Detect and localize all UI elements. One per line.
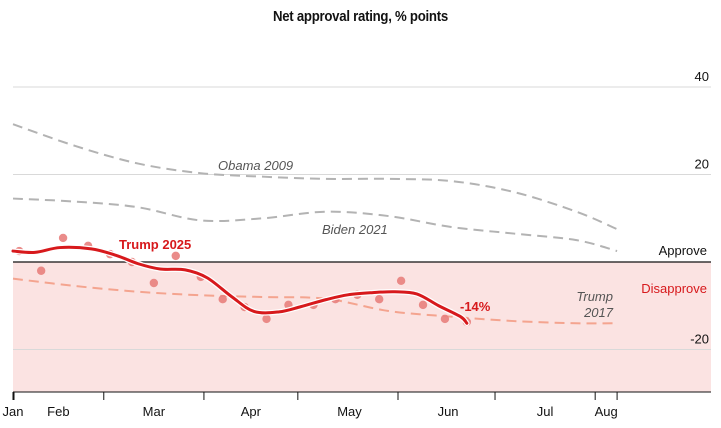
data-point [262,314,271,324]
x-tick-label: Jul [537,404,554,419]
gridlines [13,86,711,350]
y-tick-label: 20 [695,157,709,172]
series-line-obama-2009 [12,123,618,231]
approve-label: Approve [659,243,707,258]
chart-title: Net approval rating, % points [272,8,448,25]
data-point [36,266,46,275]
y-tick-label: -20 [690,332,709,347]
y-tick-label: 40 [695,69,709,84]
data-point [375,294,384,304]
x-tick-label: Feb [47,404,69,419]
x-tick-label: Jun [438,404,459,419]
trump-2025-end-label: -14% [460,299,491,314]
series-line-trump-2025 [11,245,469,325]
x-tick-label: Aug [595,404,618,419]
biden-2021-label: Biden 2021 [322,222,388,237]
data-point [440,314,450,324]
data-point [218,294,227,304]
disapprove-label: Disapprove [641,281,707,296]
labels: 40 20 -20 Approve Disapprove Obama 2009 Biden … [119,69,709,347]
data-point [171,251,180,261]
data-point [418,300,428,310]
x-axis: Jan Feb Mar Apr May Jun Jul Aug [3,391,711,419]
obama-2009-label: Obama 2009 [218,158,293,173]
trump-2017-label-line2: 2017 [583,305,614,320]
data-point [58,233,68,243]
data-point [149,278,159,288]
x-tick-label: Apr [241,404,262,419]
x-tick-label: Mar [143,404,166,419]
x-tick-label: Jan [3,404,24,419]
x-tick-label: May [337,404,362,419]
disapprove-band [13,262,711,392]
series-line-biden-2021 [12,197,618,253]
trump-2017-label-line1: Trump [576,289,613,304]
data-point [396,276,406,286]
trump-2025-label: Trump 2025 [119,237,191,252]
